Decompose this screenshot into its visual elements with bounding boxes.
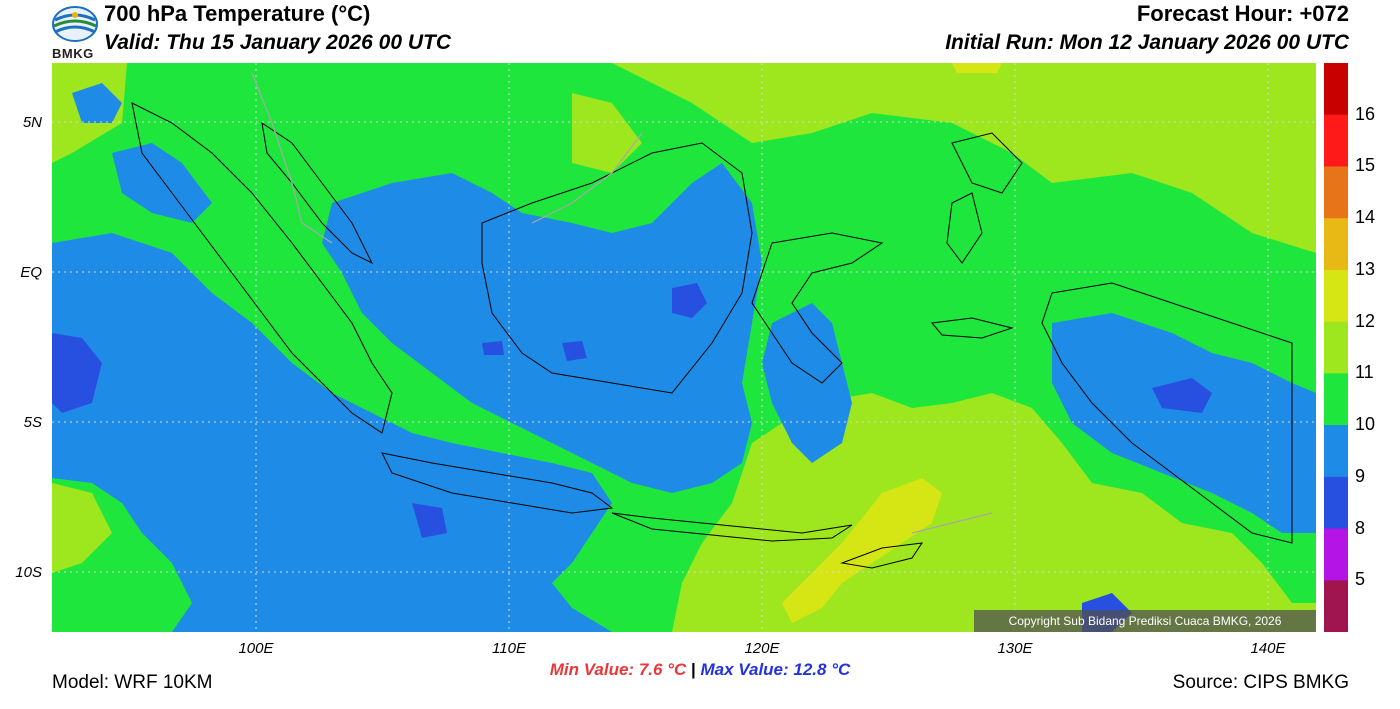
colorbar-swatch [1324, 321, 1348, 374]
max-value: Max Value: 12.8 °C [700, 660, 851, 679]
map-title: 700 hPa Temperature (°C) [104, 1, 371, 26]
lat-label-5s: 5S [23, 414, 42, 431]
lon-label-110e: 110E [492, 640, 526, 657]
colorbar-label: 8 [1355, 517, 1366, 538]
colorbar-swatch [1324, 528, 1348, 581]
colorbar-swatch [1324, 269, 1348, 323]
initial-run: Initial Run: Mon 12 January 2026 00 UTC [945, 31, 1349, 54]
colorbar-label: 11 [1355, 362, 1374, 383]
coastlines [131, 102, 1293, 569]
colorbar-swatch [1324, 63, 1348, 116]
colorbar-label: 13 [1355, 258, 1376, 279]
colorbar-label: 12 [1355, 310, 1376, 331]
model-label: Model: WRF 10KM [52, 672, 213, 693]
boundary-lines [251, 72, 993, 534]
colorbar-label: 5 [1355, 569, 1366, 590]
source-label: Source: CIPS BMKG [1172, 672, 1349, 693]
lat-label-10s: 10S [15, 564, 42, 581]
colorbar-label: 16 [1355, 103, 1376, 124]
colorbar-swatch [1324, 476, 1348, 530]
lon-label-120e: 120E [744, 640, 780, 657]
field-9-10 [52, 83, 1316, 632]
lat-label-eq: EQ [20, 264, 42, 281]
min-value: Min Value: 7.6 °C [549, 660, 687, 679]
colorbar-swatch [1324, 166, 1348, 219]
lon-label-130e: 130E [997, 640, 1033, 657]
copyright-banner: Copyright Sub Bidang Prediksi Cuaca BMKG… [974, 610, 1316, 632]
colorbar-swatch [1324, 580, 1348, 632]
valid-time: Valid: Thu 15 January 2026 00 UTC [104, 31, 452, 54]
colorbar-label: 9 [1355, 465, 1366, 486]
colorbar-label: 15 [1355, 155, 1376, 176]
temperature-map [52, 63, 1316, 632]
stats-separator: | [690, 660, 696, 679]
colorbar-swatch [1324, 425, 1348, 478]
lat-label-5n: 5N [22, 114, 42, 131]
colorbar-swatch [1324, 114, 1348, 167]
colorbar [1324, 63, 1348, 632]
min-max-values: Min Value: 7.6 °C | Max Value: 12.8 °C [0, 660, 1400, 680]
colorbar-label: 14 [1355, 207, 1376, 228]
field-12-13 [782, 63, 1002, 623]
colorbar-swatch [1324, 218, 1348, 271]
bmkg-logo [52, 6, 98, 42]
lon-label-100e: 100E [238, 640, 274, 657]
logo-text: BMKG [52, 46, 94, 61]
forecast-hour: Forecast Hour: +072 [1136, 1, 1349, 26]
colorbar-swatch [1324, 373, 1348, 426]
colorbar-label: 10 [1355, 414, 1376, 435]
lon-label-140e: 140E [1250, 640, 1286, 657]
